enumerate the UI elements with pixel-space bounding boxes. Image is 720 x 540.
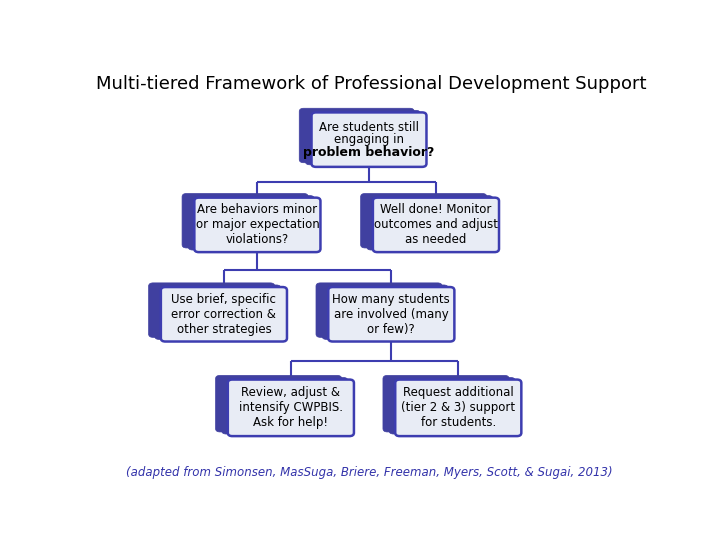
FancyBboxPatch shape xyxy=(194,198,320,252)
Text: Well done! Monitor
outcomes and adjust
as needed: Well done! Monitor outcomes and adjust a… xyxy=(374,204,498,246)
Text: Use brief, specific
error correction &
other strategies: Use brief, specific error correction & o… xyxy=(171,293,276,336)
FancyBboxPatch shape xyxy=(383,375,509,432)
Text: Review, adjust &
intensify CWPBIS.
Ask for help!: Review, adjust & intensify CWPBIS. Ask f… xyxy=(239,386,343,429)
FancyBboxPatch shape xyxy=(222,377,348,434)
Text: (adapted from Simonsen, MasSuga, Briere, Freeman, Myers, Scott, & Sugai, 2013): (adapted from Simonsen, MasSuga, Briere,… xyxy=(126,465,612,478)
FancyBboxPatch shape xyxy=(395,380,521,436)
FancyBboxPatch shape xyxy=(300,108,414,163)
FancyBboxPatch shape xyxy=(312,112,426,167)
Text: How many students
are involved (many
or few)?: How many students are involved (many or … xyxy=(333,293,450,336)
FancyBboxPatch shape xyxy=(148,283,275,338)
Text: Multi-tiered Framework of Professional Development Support: Multi-tiered Framework of Professional D… xyxy=(96,75,646,93)
Text: Request additional
(tier 2 & 3) support
for students.: Request additional (tier 2 & 3) support … xyxy=(401,386,516,429)
FancyBboxPatch shape xyxy=(316,283,442,338)
FancyBboxPatch shape xyxy=(161,287,287,341)
FancyBboxPatch shape xyxy=(373,198,499,252)
Text: engaging in: engaging in xyxy=(334,133,404,146)
FancyBboxPatch shape xyxy=(155,285,281,340)
FancyBboxPatch shape xyxy=(228,380,354,436)
FancyBboxPatch shape xyxy=(182,193,308,248)
FancyBboxPatch shape xyxy=(215,375,342,432)
FancyBboxPatch shape xyxy=(366,195,493,250)
FancyBboxPatch shape xyxy=(305,110,420,165)
Text: Are behaviors minor
or major expectation
violations?: Are behaviors minor or major expectation… xyxy=(196,204,319,246)
FancyBboxPatch shape xyxy=(188,195,315,250)
Text: problem behavior?: problem behavior? xyxy=(303,146,435,159)
FancyBboxPatch shape xyxy=(328,287,454,341)
FancyBboxPatch shape xyxy=(322,285,449,340)
FancyBboxPatch shape xyxy=(361,193,487,248)
FancyBboxPatch shape xyxy=(389,377,516,434)
Text: Are students still: Are students still xyxy=(319,120,419,134)
